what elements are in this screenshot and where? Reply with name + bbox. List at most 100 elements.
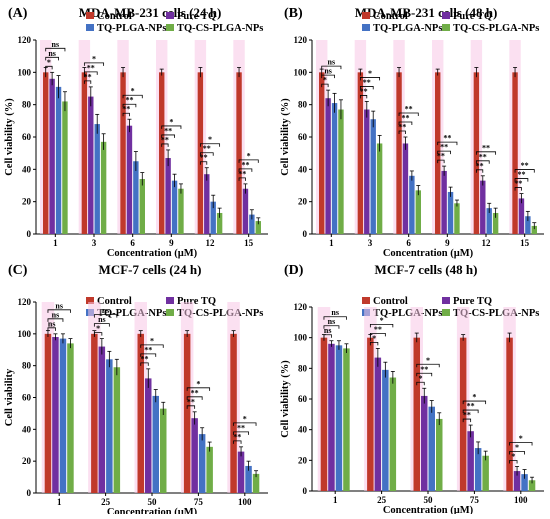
x-tick-label: 1: [329, 238, 334, 248]
legend-label: TQ-CS-PLGA-NPs: [177, 308, 263, 319]
legend-swatch: [166, 24, 174, 31]
bar: [216, 212, 223, 234]
legend-swatch: [362, 12, 370, 19]
significance-label: **: [203, 144, 211, 153]
significance-label: *: [243, 414, 247, 423]
significance-bracket: [199, 152, 214, 156]
y-tick-label: 40: [298, 164, 308, 174]
panel-letter: (D): [284, 263, 304, 278]
panel-title: MCF-7 cells (24 h): [99, 262, 202, 277]
bar: [81, 72, 88, 234]
significance-label: *: [472, 393, 476, 402]
bar: [396, 72, 402, 234]
significance-label: **: [374, 325, 382, 334]
bar: [325, 98, 331, 234]
bar: [513, 471, 521, 491]
bar: [91, 333, 98, 493]
bar: [98, 346, 106, 493]
significance-bracket: [323, 325, 340, 329]
significance-label: **: [144, 345, 152, 354]
significance-label: *: [208, 135, 212, 144]
significance-label: ns: [52, 310, 60, 319]
significance-bracket: [45, 56, 59, 61]
bar: [237, 451, 245, 493]
legend-label: Control: [373, 11, 408, 22]
significance-label: **: [440, 143, 448, 152]
panel-letter: (B): [284, 6, 303, 21]
significance-bracket: [514, 187, 522, 191]
significance-bracket: [514, 169, 535, 173]
significance-label: ns: [331, 308, 339, 317]
significance-bracket: [186, 387, 211, 391]
significance-label: **: [238, 169, 246, 178]
y-tick-label: 60: [22, 132, 32, 142]
x-tick-label: 50: [424, 495, 434, 505]
bar: [255, 221, 261, 234]
significance-label: *: [169, 117, 173, 126]
significance-bracket: [437, 159, 445, 164]
bar: [331, 103, 338, 234]
y-tick-label: 0: [27, 229, 32, 239]
legend-label: TQ-CS-PLGA-NPs: [177, 23, 263, 34]
significance-label: **: [200, 153, 208, 162]
y-axis-label: Cell viability (%): [4, 98, 15, 176]
significance-bracket: [83, 71, 98, 75]
x-axis-label: Concentration (µM): [383, 248, 474, 259]
significance-label: *: [368, 69, 372, 78]
bar: [171, 180, 178, 234]
significance-bracket: [233, 422, 257, 426]
significance-bracket: [509, 460, 518, 464]
y-tick-label: 80: [22, 361, 32, 371]
bar: [454, 203, 460, 234]
bar: [100, 141, 107, 234]
legend-swatch: [362, 24, 370, 31]
significance-bracket: [93, 323, 110, 327]
y-tick-label: 100: [18, 67, 32, 77]
bar: [210, 201, 216, 234]
significance-label: *: [96, 324, 100, 333]
significance-bracket: [462, 400, 487, 405]
significance-label: *: [372, 334, 376, 343]
legend-swatch: [442, 309, 450, 316]
significance-label: ns: [48, 319, 56, 328]
significance-label: **: [191, 388, 199, 397]
y-tick-label: 20: [22, 197, 32, 207]
bar: [370, 119, 376, 234]
significance-bracket: [140, 344, 164, 348]
significance-label: **: [437, 152, 445, 161]
y-tick-label: 20: [298, 455, 308, 465]
significance-bracket: [161, 143, 169, 147]
significance-bracket: [47, 327, 56, 331]
significance-label: **: [482, 143, 490, 152]
bar: [413, 337, 421, 491]
significance-bracket: [122, 103, 137, 108]
significance-bracket: [199, 161, 208, 165]
significance-bracket: [475, 151, 497, 155]
bar: [44, 333, 52, 493]
significance-bracket: [416, 363, 440, 368]
significance-label: **: [237, 423, 245, 432]
significance-label: **: [401, 114, 409, 123]
bar: [528, 480, 536, 491]
bar: [376, 143, 383, 234]
panel-letter: (C): [8, 263, 28, 278]
significance-bracket: [47, 318, 64, 322]
bar: [133, 161, 139, 234]
significance-label: **: [405, 105, 413, 114]
bar: [447, 191, 454, 234]
x-tick-label: 12: [206, 238, 216, 248]
significance-label: **: [476, 161, 484, 170]
y-tick-label: 0: [27, 488, 32, 498]
bar: [512, 72, 518, 234]
significance-label: **: [517, 170, 525, 179]
bar: [435, 418, 443, 491]
significance-label: **: [443, 134, 451, 143]
bar: [518, 198, 525, 234]
significance-label: **: [122, 105, 130, 114]
significance-label: *: [92, 54, 96, 63]
significance-label: *: [247, 151, 251, 160]
significance-bracket: [238, 159, 259, 163]
significance-bracket: [140, 353, 157, 357]
bar: [204, 174, 210, 234]
significance-bracket: [416, 381, 425, 386]
